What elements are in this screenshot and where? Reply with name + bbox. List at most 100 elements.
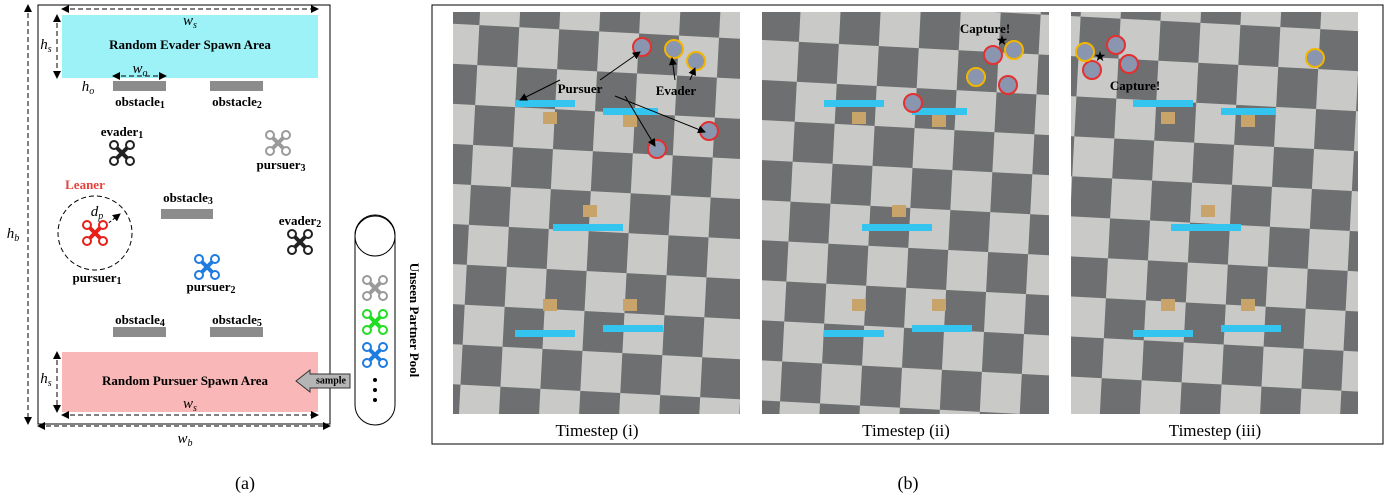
dim-label: hs	[40, 371, 52, 389]
rotor	[125, 156, 135, 166]
learner-label: Leaner	[65, 177, 105, 192]
pursuer-marker	[983, 45, 1003, 65]
rotor	[210, 254, 220, 264]
evader-marker	[1305, 48, 1325, 68]
timestep-caption: Timestep (iii)	[1169, 421, 1261, 440]
pursuer-marker	[632, 37, 652, 57]
pursuer-spawn-area	[62, 352, 318, 412]
rotor	[98, 236, 108, 246]
evader-spawn-label: Random Evader Spawn Area	[109, 37, 271, 52]
obstacle	[161, 209, 213, 219]
pursuer-marker	[647, 139, 667, 159]
timestep-caption: Timestep (ii)	[862, 421, 950, 440]
pursuer-label: pursuer2	[186, 279, 235, 296]
drone	[362, 342, 388, 368]
box	[1241, 299, 1255, 311]
pointer-arrow	[614, 95, 706, 134]
obstacle-tape	[603, 108, 658, 115]
drone	[362, 309, 388, 335]
rotor	[109, 156, 119, 166]
caption: (a)	[235, 473, 255, 494]
obstacle	[210, 81, 263, 91]
evader-label: evader2	[279, 213, 322, 230]
rotor	[194, 254, 204, 264]
sample-arrow	[295, 368, 351, 394]
pointer-arrow	[599, 51, 641, 81]
obstacle-label: obstacle5	[212, 312, 262, 329]
evader-marker	[1075, 42, 1095, 62]
rotor	[378, 342, 388, 352]
pointer-arrow	[668, 57, 677, 81]
dim-label: dp	[91, 204, 104, 222]
photo	[1071, 12, 1358, 414]
rotor	[362, 309, 372, 319]
pointer-arrow	[688, 67, 696, 81]
rotor	[210, 270, 220, 280]
rotor	[378, 358, 388, 368]
obstacle-label: obstacle3	[163, 190, 213, 207]
rotor	[281, 146, 291, 156]
box	[932, 299, 946, 311]
rotor	[378, 275, 388, 285]
obstacle-label: obstacle2	[212, 94, 262, 111]
evader-marker	[686, 51, 706, 71]
rotor	[287, 229, 297, 239]
panel-border	[431, 4, 1384, 445]
drone	[287, 229, 313, 255]
annotations: Pursuer Evader Capture! Capture! ★ ★	[519, 21, 1160, 147]
box	[1201, 205, 1215, 217]
capture-annotation: Capture!	[960, 21, 1010, 36]
rotor	[265, 130, 275, 140]
capture-annotation: Capture!	[1110, 78, 1160, 93]
rotor	[281, 130, 291, 140]
pursuer-marker	[903, 93, 923, 113]
drone	[362, 275, 388, 301]
rotor	[303, 229, 313, 239]
perception-radius	[57, 195, 133, 271]
obstacle-tape	[1171, 224, 1241, 231]
box	[583, 205, 597, 217]
obstacle-tape	[824, 100, 884, 107]
rotor	[362, 291, 372, 301]
dim-label: ho	[82, 79, 95, 97]
obstacle-tape	[515, 100, 575, 107]
pursuer-marker	[1106, 35, 1126, 55]
dim-label: wo	[132, 61, 147, 79]
rotor	[362, 275, 372, 285]
rotor	[378, 325, 388, 335]
obstacle-label: obstacle1	[115, 94, 165, 111]
rotor	[82, 236, 92, 246]
evader-marker	[1004, 40, 1024, 60]
evader-label: evader1	[101, 124, 144, 141]
rotor	[362, 342, 372, 352]
caption: (b)	[898, 473, 919, 494]
rotor	[378, 309, 388, 319]
box	[1241, 115, 1255, 127]
dim-label: wb	[177, 431, 192, 449]
box	[892, 205, 906, 217]
drone	[265, 130, 291, 156]
ellipsis	[373, 398, 377, 402]
obstacle-tape	[1133, 330, 1193, 337]
pursuer-spawn-label: Random Pursuer Spawn Area	[102, 373, 269, 388]
box	[1161, 112, 1175, 124]
evader-annotation: Evader	[656, 83, 697, 98]
obstacle	[210, 327, 263, 337]
box	[543, 112, 557, 124]
pursuer-marker	[1082, 60, 1102, 80]
rotor	[82, 220, 92, 230]
obstacle-tape	[553, 224, 623, 231]
pursuer-annotation: Pursuer	[558, 81, 603, 96]
star: ★	[1094, 50, 1107, 65]
ellipsis	[373, 378, 377, 382]
obstacle-tape	[1221, 108, 1276, 115]
rotor	[378, 291, 388, 301]
panel-a: Random Evader Spawn Area ws hs wo ho hb …	[7, 4, 422, 494]
obstacle-tape	[912, 108, 967, 115]
dim-label: hb	[7, 226, 20, 244]
pointer-arrow	[624, 95, 656, 147]
obstacle-tape	[515, 330, 575, 337]
rotor	[362, 325, 372, 335]
rotor	[125, 140, 135, 150]
